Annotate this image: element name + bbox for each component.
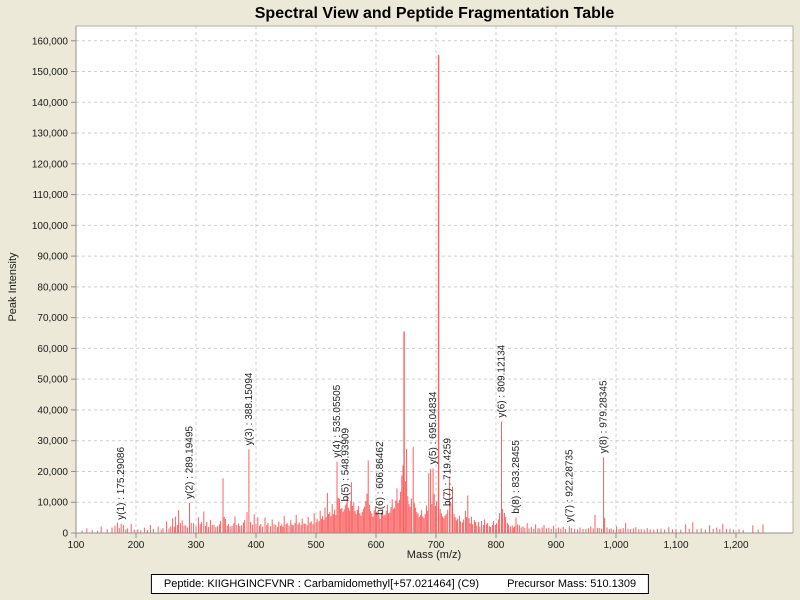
x-tick-label: 700 (428, 540, 445, 551)
y-tick-label: 80,000 (37, 282, 68, 293)
y-tick-label: 10,000 (37, 498, 68, 509)
x-tick-label: 800 (488, 540, 505, 551)
x-axis-title: Mass (m/z) (407, 549, 461, 561)
precursor-mass-label: Precursor Mass: 510.1309 (507, 578, 637, 590)
fragment-label: b(6) : 606.86462 (375, 441, 386, 515)
fragment-label: y(7) : 922.28735 (564, 449, 575, 522)
x-tick-label: 1,000 (603, 540, 628, 551)
fragment-label: y(4) : 535.05505 (332, 384, 343, 457)
x-tick-label: 1,200 (723, 540, 748, 551)
gridlines (76, 26, 793, 533)
y-tick-label: 100,000 (32, 221, 69, 232)
x-tick-label: 1,100 (663, 540, 688, 551)
x-tick-label: 500 (308, 540, 325, 551)
y-tick-label: 130,000 (32, 129, 69, 140)
y-tick-label: 60,000 (37, 344, 68, 355)
y-tick-label: 140,000 (32, 98, 69, 109)
fragment-label: y(8) : 979.28345 (599, 380, 610, 453)
spectrum-peaks (81, 54, 764, 533)
y-axis-title: Peak Intensity (7, 252, 19, 322)
fragment-label: y(6) : 809.12134 (496, 344, 507, 417)
peptide-sequence-label: Peptide: KIIGHGINCFVNR : Carbamidomethyl… (163, 578, 480, 590)
y-tick-label: 150,000 (32, 67, 69, 78)
y-tick-label: 70,000 (37, 313, 68, 324)
fragment-label: b(7) : 719.4259 (443, 438, 454, 506)
x-tick-label: 900 (548, 540, 565, 551)
fragment-label: b(8) : 833.28455 (511, 440, 522, 514)
y-tick-label: 0 (62, 529, 68, 540)
fragment-label: y(1) : 175.29086 (116, 447, 127, 520)
y-tick-label: 90,000 (37, 252, 68, 263)
peptide-info-box: Peptide: KIIGHGINCFVNR : Carbamidomethyl… (150, 574, 650, 594)
x-tick-label: 100 (68, 540, 85, 551)
y-tick-label: 30,000 (37, 436, 68, 447)
y-tick-label: 120,000 (32, 159, 69, 170)
y-tick-label: 40,000 (37, 405, 68, 416)
axis-ticks: 0 10,000 20,000 30,000 40,000 50,000 60,000 70,… (32, 36, 749, 551)
fragment-annotations: y(1) : 175.29086 y(2) : 289.19495 y(3) : 3… (116, 344, 609, 522)
y-tick-label: 110,000 (33, 190, 69, 201)
fragment-label: y(3) : 388.15094 (244, 372, 255, 445)
fragment-label: y(5) : 695.04834 (428, 391, 439, 464)
y-tick-label: 20,000 (37, 467, 68, 478)
fragment-label: y(2) : 289.19495 (185, 426, 196, 499)
fragment-label: b(5) : 548.93909 (340, 427, 351, 501)
y-tick-label: 160,000 (32, 36, 69, 47)
x-tick-label: 600 (368, 540, 385, 551)
x-tick-label: 300 (188, 540, 205, 551)
chart-title: Spectral View and Peptide Fragmentation … (254, 5, 615, 22)
y-tick-label: 50,000 (37, 375, 68, 386)
x-tick-label: 400 (248, 540, 265, 551)
x-tick-label: 200 (128, 540, 145, 551)
